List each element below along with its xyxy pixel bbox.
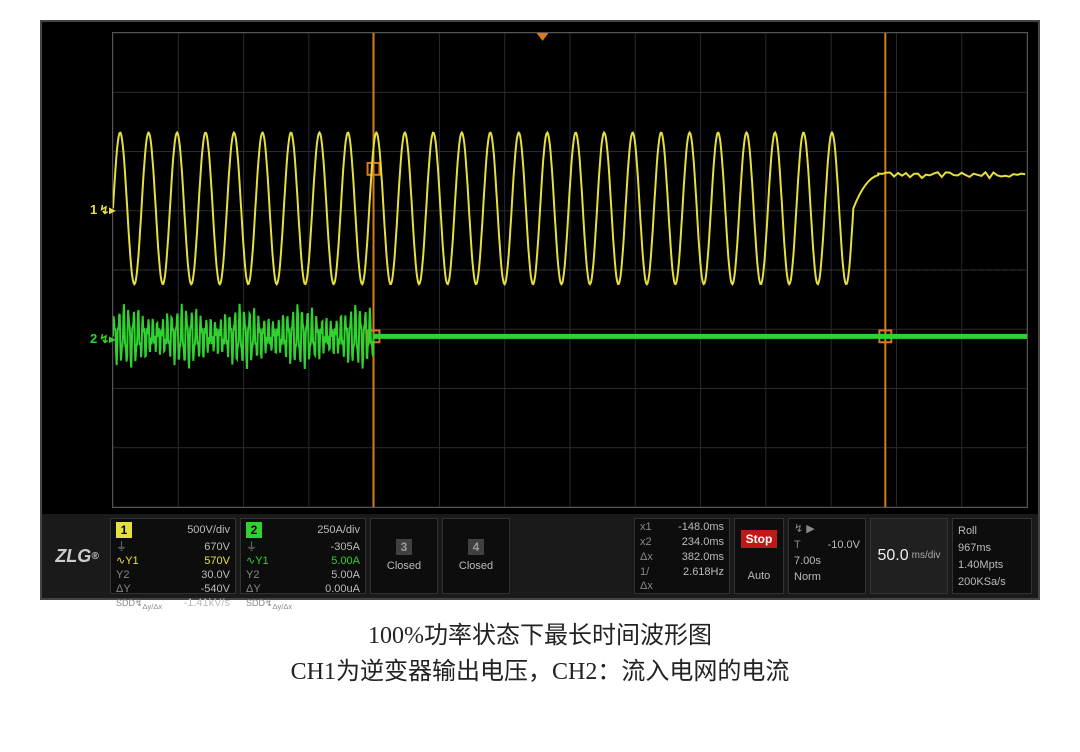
arrow-icon: ↯▸ — [99, 332, 115, 346]
ch3-state: Closed — [387, 559, 421, 573]
ch2-ground-indicator: 2↯▸ — [90, 331, 115, 346]
timebase-value: 50.0 — [877, 547, 908, 565]
caption-line1: 100%功率状态下最长时间波形图 — [0, 618, 1080, 654]
brand-logo: ZLG® — [48, 518, 106, 594]
oscilloscope-screen: 1↯▸ 2↯▸ ZLG® 1 500V/div ⏚670V ∿Y1570V Y2… — [40, 20, 1040, 600]
meas-invdx: 2.618Hz — [668, 565, 724, 593]
waveform-area — [112, 32, 1028, 508]
meas-x2: 234.0ms — [668, 535, 724, 549]
ch4-badge: 4 — [468, 539, 484, 555]
ch3-badge: 3 — [396, 539, 412, 555]
meas-x1: -148.0ms — [668, 520, 724, 534]
ch1-y1: 570V — [146, 554, 230, 568]
status-bar: ZLG® 1 500V/div ⏚670V ∿Y1570V Y230.0V ΔY… — [42, 514, 1038, 598]
ch2-badge: 2 — [246, 522, 262, 538]
ch2-offset: -305A — [276, 540, 360, 554]
ch1-offset: 670V — [146, 540, 230, 554]
acq-rec: 967ms — [958, 541, 1026, 555]
ch1-info-block[interactable]: 1 500V/div ⏚670V ∿Y1570V Y230.0V ΔY-540V… — [110, 518, 236, 594]
ch1-dy: -540V — [146, 582, 230, 596]
ch2-rate — [296, 596, 360, 614]
timebase-unit: ms/div — [912, 551, 941, 561]
timebase-block[interactable]: 50.0 ms/div — [870, 518, 948, 594]
ch1-badge: 1 — [116, 522, 132, 538]
stop-badge: Stop — [741, 530, 778, 548]
acquisition-block[interactable]: Roll 967ms 1.40Mpts 200KSa/s — [952, 518, 1032, 594]
trig-pos: 7.00s — [794, 554, 860, 568]
arrow-icon: ↯▸ — [99, 203, 115, 217]
acq-mode: Roll — [958, 524, 1026, 538]
ch3-info-block[interactable]: 3 Closed — [370, 518, 438, 594]
ch2-y2: 5.00A — [276, 568, 360, 582]
ch1-y2: 30.0V — [146, 568, 230, 582]
figure-caption: 100%功率状态下最长时间波形图 CH1为逆变器输出电压，CH2：流入电网的电流 — [0, 618, 1080, 690]
ch4-info-block[interactable]: 4 Closed — [442, 518, 510, 594]
trigger-block[interactable]: ↯ ▶ T-10.0V 7.00s Norm — [788, 518, 866, 594]
ch1-ind-label: 1 — [90, 202, 97, 217]
ch2-vdiv: 250A/div — [266, 523, 360, 537]
trig-icon: ↯ ▶ — [794, 522, 860, 536]
ch4-state: Closed — [459, 559, 493, 573]
meas-dx: 382.0ms — [668, 550, 724, 564]
trig-mode: Norm — [794, 570, 860, 584]
acq-sps: 200KSa/s — [958, 575, 1026, 589]
ch2-info-block[interactable]: 2 250A/div ⏚-305A ∿Y15.00A Y25.00A ΔY0.0… — [240, 518, 366, 594]
ch2-ind-label: 2 — [90, 331, 97, 346]
acq-pts: 1.40Mpts — [958, 558, 1026, 572]
brand-text: ZLG — [55, 546, 91, 567]
ch2-y1: 5.00A — [276, 554, 360, 568]
waveform-canvas — [113, 33, 1027, 507]
run-mode: Auto — [748, 570, 771, 582]
trig-level: -10.0V — [828, 538, 860, 552]
cursor-measurements[interactable]: x1-148.0ms x2234.0ms Δx382.0ms 1/Δx2.618… — [634, 518, 730, 594]
caption-line2: CH1为逆变器输出电压，CH2：流入电网的电流 — [0, 654, 1080, 690]
ch1-vdiv: 500V/div — [136, 523, 230, 537]
run-state-block[interactable]: Stop Auto — [734, 518, 784, 594]
ch2-dy: 0.00uA — [276, 582, 360, 596]
ch1-rate: -1.41kV/s — [166, 596, 230, 614]
ch1-ground-indicator: 1↯▸ — [90, 202, 115, 217]
